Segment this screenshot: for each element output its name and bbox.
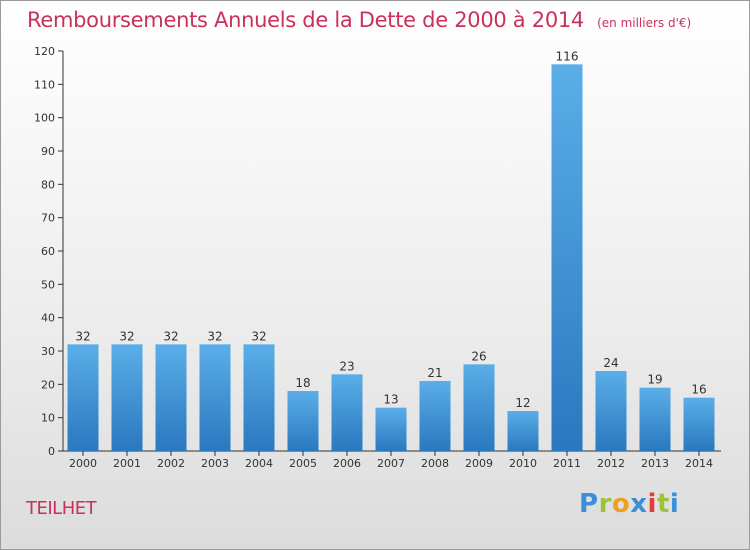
bar-value-label: 19	[647, 373, 662, 387]
bar	[595, 371, 627, 451]
bar-value-label: 32	[75, 329, 90, 343]
x-tick-label: 2012	[597, 457, 625, 470]
y-tick-label: 20	[41, 378, 55, 391]
y-tick-label: 30	[41, 345, 55, 358]
bar	[155, 344, 187, 451]
bar-value-label: 32	[163, 329, 178, 343]
bar	[419, 381, 451, 451]
bar-value-label: 21	[427, 366, 442, 380]
x-tick-label: 2004	[245, 457, 273, 470]
bar	[67, 344, 99, 451]
y-tick-label: 100	[34, 112, 55, 125]
x-tick-label: 2009	[465, 457, 493, 470]
x-tick-label: 2001	[113, 457, 141, 470]
bar	[375, 407, 407, 451]
x-tick-label: 2000	[69, 457, 97, 470]
y-tick-label: 40	[41, 312, 55, 325]
bar-value-label: 16	[691, 383, 706, 397]
chart-unit: (en milliers d'€)	[597, 16, 692, 30]
y-tick-label: 60	[41, 245, 55, 258]
y-tick-label: 50	[41, 278, 55, 291]
x-tick-label: 2007	[377, 457, 405, 470]
x-tick-label: 2006	[333, 457, 361, 470]
bar	[683, 397, 715, 451]
bar	[287, 391, 319, 451]
bar	[243, 344, 275, 451]
bar	[551, 64, 583, 452]
y-tick-label: 110	[34, 78, 55, 91]
bar-value-label: 18	[295, 376, 310, 390]
x-tick-label: 2014	[685, 457, 713, 470]
chart-title: Remboursements Annuels de la Dette de 20…	[27, 8, 584, 32]
bar	[111, 344, 143, 451]
bar	[331, 374, 363, 451]
bar-value-label: 32	[119, 329, 134, 343]
bar-value-label: 116	[556, 49, 579, 63]
y-tick-label: 0	[48, 445, 55, 458]
bar-value-label: 26	[471, 349, 486, 363]
bar-value-label: 13	[383, 393, 398, 407]
x-tick-label: 2013	[641, 457, 669, 470]
y-tick-label: 70	[41, 212, 55, 225]
x-tick-label: 2008	[421, 457, 449, 470]
x-tick-label: 2011	[553, 457, 581, 470]
y-tick-label: 80	[41, 178, 55, 191]
y-tick-label: 90	[41, 145, 55, 158]
x-tick-label: 2003	[201, 457, 229, 470]
x-tick-label: 2005	[289, 457, 317, 470]
bar	[507, 411, 539, 451]
bar-value-label: 32	[207, 329, 222, 343]
bar-value-label: 23	[339, 359, 354, 373]
y-tick-label: 10	[41, 412, 55, 425]
bar	[463, 364, 495, 451]
commune-name: TEILHET	[26, 498, 97, 519]
bar	[199, 344, 231, 451]
x-tick-label: 2010	[509, 457, 537, 470]
y-tick-label: 120	[34, 45, 55, 58]
proxiti-logo: Proxiti	[579, 489, 680, 519]
bar-value-label: 12	[515, 396, 530, 410]
bar	[639, 387, 671, 451]
title-row: Remboursements Annuels de la Dette de 20…	[27, 8, 691, 32]
bar-value-label: 32	[251, 329, 266, 343]
x-tick-label: 2002	[157, 457, 185, 470]
bar-value-label: 24	[603, 356, 618, 370]
